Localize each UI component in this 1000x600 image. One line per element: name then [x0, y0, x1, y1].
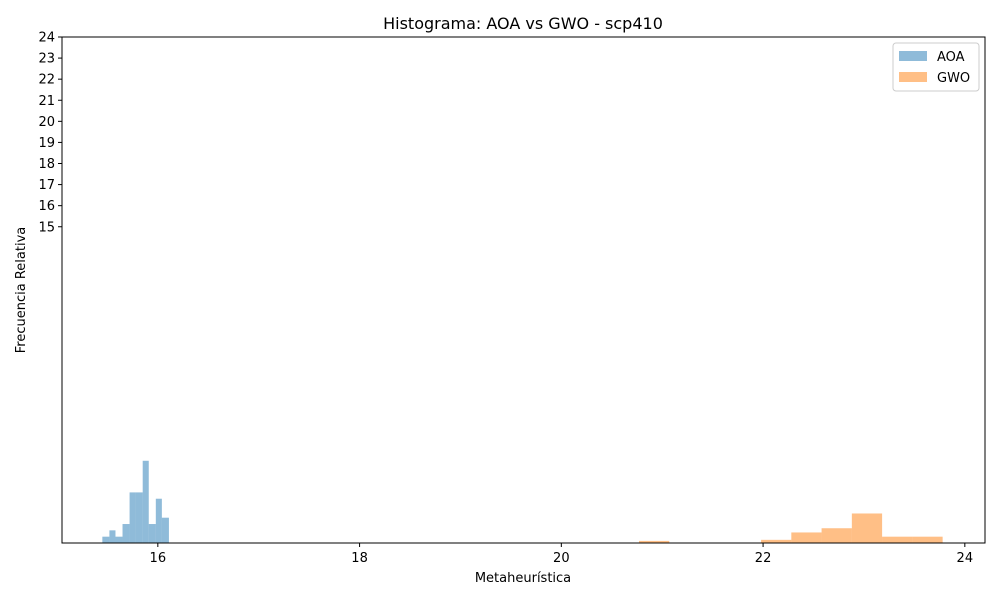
bar-gwo-6: [912, 536, 943, 543]
x-tick-label: 18: [351, 551, 368, 566]
y-tick-label: 19: [38, 136, 55, 151]
legend-swatch-aoa: [899, 51, 927, 61]
x-tick-label: 24: [957, 551, 974, 566]
x-tick-label: 20: [553, 551, 570, 566]
bar-aoa-0: [102, 536, 110, 543]
bar-aoa-3: [122, 524, 130, 543]
y-tick-label: 24: [38, 31, 55, 46]
bar-aoa-1: [109, 530, 116, 543]
bar-aoa-7: [148, 524, 156, 543]
legend-label-aoa: AOA: [937, 50, 965, 65]
bar-gwo-3: [821, 528, 852, 543]
chart-title: Histograma: AOA vs GWO - scp410: [383, 14, 663, 33]
plot-frame: [61, 36, 986, 544]
ticks-layer: 16 18 20 22 24 15 16 17 18 19 20 21 22 23 24: [38, 31, 973, 567]
bar-aoa-8: [155, 498, 162, 543]
y-tick-label: 15: [38, 220, 55, 235]
bars-layer: [102, 460, 943, 543]
legend-swatch-gwo: [899, 72, 927, 82]
bar-gwo-1: [761, 539, 792, 543]
x-tick-label: 16: [150, 551, 167, 566]
bar-aoa-9: [161, 517, 169, 543]
y-tick-label: 22: [38, 73, 55, 88]
y-tick-label: 18: [38, 157, 55, 172]
x-axis-label: Metaheurística: [475, 571, 571, 586]
bar-aoa-5: [135, 492, 143, 543]
bar-gwo-4: [851, 513, 883, 543]
bar-gwo-0: [639, 540, 670, 543]
bar-aoa-6: [142, 460, 149, 543]
x-tick-label: 22: [755, 551, 772, 566]
legend: AOA GWO: [892, 42, 980, 92]
y-tick-label: 23: [38, 52, 55, 67]
bar-aoa-4: [129, 492, 136, 543]
y-axis-label: Frecuencia Relativa: [14, 227, 29, 353]
y-tick-label: 20: [38, 115, 55, 130]
legend-label-gwo: GWO: [937, 71, 970, 86]
y-tick-label: 17: [38, 178, 55, 193]
y-tick-label: 21: [38, 94, 55, 109]
y-tick-label: 16: [38, 199, 55, 214]
bar-gwo-5: [882, 536, 913, 543]
bar-aoa-2: [115, 536, 123, 543]
bar-gwo-2: [791, 532, 822, 543]
